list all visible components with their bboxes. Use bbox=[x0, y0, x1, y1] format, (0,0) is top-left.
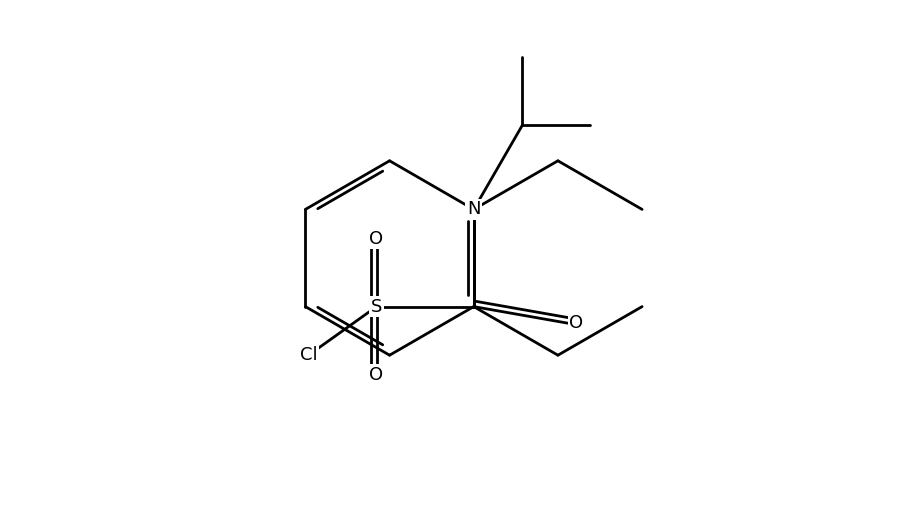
Text: S: S bbox=[371, 298, 382, 316]
Text: O: O bbox=[569, 314, 584, 332]
Text: Cl: Cl bbox=[299, 346, 318, 364]
Text: N: N bbox=[467, 200, 480, 218]
Text: O: O bbox=[369, 230, 384, 248]
Text: O: O bbox=[369, 366, 384, 383]
